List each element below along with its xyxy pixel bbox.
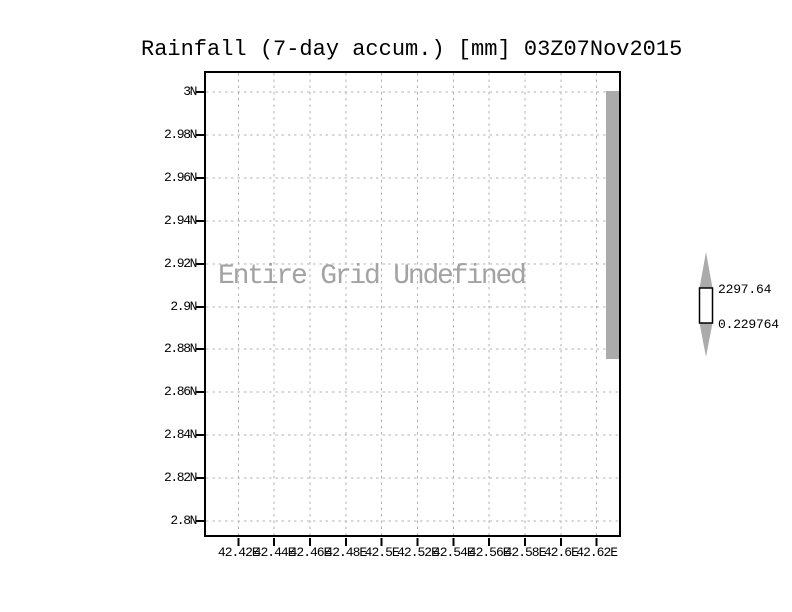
plot-title: Rainfall (7-day accum.) [mm] 03Z07Nov201… (141, 37, 683, 62)
y-tick-label: 2.92N (163, 256, 197, 271)
colorbar-lower-arrow (699, 323, 713, 357)
colorbar (698, 252, 714, 357)
x-tick-label: 42.58E (504, 545, 547, 560)
x-tick-label: 42.6E (543, 545, 579, 560)
y-tick-label: 2.94N (163, 213, 197, 228)
y-tick-label: 2.98N (163, 127, 197, 142)
colorbar-min-label: 0.229764 (718, 317, 779, 332)
x-tick-label: 42.52E (397, 545, 439, 560)
y-tick-label: 2.86N (163, 384, 197, 399)
y-tick-label: 2.8N (170, 513, 197, 528)
undefined-grid-annotation: Entire Grid Undefined (218, 261, 527, 292)
x-tick-label: 42.62E (576, 545, 618, 560)
y-tick-label: 2.88N (163, 341, 197, 356)
y-tick-label: 2.96N (163, 170, 197, 185)
colorbar-upper-arrow (699, 252, 713, 288)
colorbar-value-box (698, 287, 714, 324)
y-tick-label: 2.82N (163, 470, 197, 485)
x-tick-label: 42.54E (432, 545, 475, 560)
y-tick-label: 3N (183, 84, 197, 99)
y-tick-label: 2.84N (163, 427, 197, 442)
x-tick-label: 42.56E (468, 545, 511, 560)
x-tick-label: 42.44E (253, 545, 296, 560)
plot-frame (204, 71, 621, 537)
x-tick-label: 42.48E (325, 545, 367, 560)
y-tick-label: 2.9N (170, 299, 197, 314)
x-tick-label: 42.42E (217, 545, 260, 560)
colorbar-max-label: 2297.64 (718, 282, 772, 297)
x-tick-label: 42.46E (289, 545, 332, 560)
undefined-shade-bar (606, 91, 620, 359)
grid-lines (206, 73, 619, 535)
axis-tick-marks (196, 91, 598, 546)
x-tick-label: 42.5E (364, 545, 400, 560)
